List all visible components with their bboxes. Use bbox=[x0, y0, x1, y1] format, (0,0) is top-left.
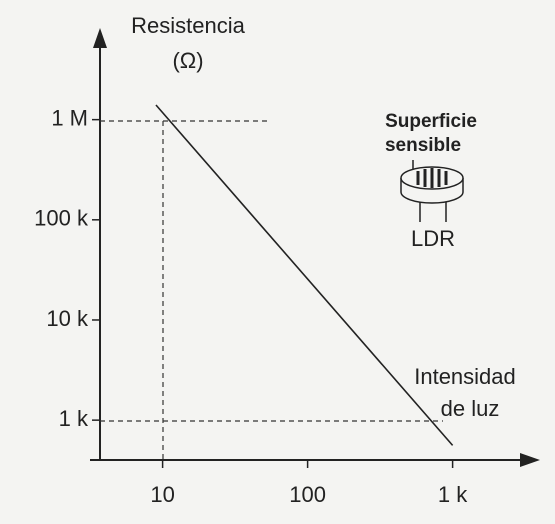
ldr-icon bbox=[400, 160, 464, 222]
y-arrow bbox=[93, 28, 107, 48]
stripes bbox=[416, 168, 448, 188]
x-axis-label: Intensidad bbox=[414, 364, 516, 389]
guides bbox=[100, 120, 443, 460]
y-axis-label: Resistencia bbox=[131, 13, 245, 38]
annotation: Superficie bbox=[385, 111, 477, 132]
x-tick-label: 100 bbox=[289, 482, 326, 507]
annotation: LDR bbox=[411, 226, 455, 251]
x-tick-label: 1 k bbox=[438, 482, 468, 507]
y-axis-label: (Ω) bbox=[172, 48, 203, 73]
y-tick-label: 100 k bbox=[34, 206, 89, 231]
y-tick-label: 10 k bbox=[46, 306, 89, 331]
x-axis-label: de luz bbox=[441, 396, 500, 421]
x-tick-label: 10 bbox=[150, 482, 174, 507]
annotation: sensible bbox=[385, 135, 461, 156]
data-line bbox=[155, 104, 454, 446]
x-arrow bbox=[520, 453, 540, 467]
y-tick-label: 1 k bbox=[59, 406, 89, 431]
y-tick-label: 1 M bbox=[51, 105, 88, 130]
